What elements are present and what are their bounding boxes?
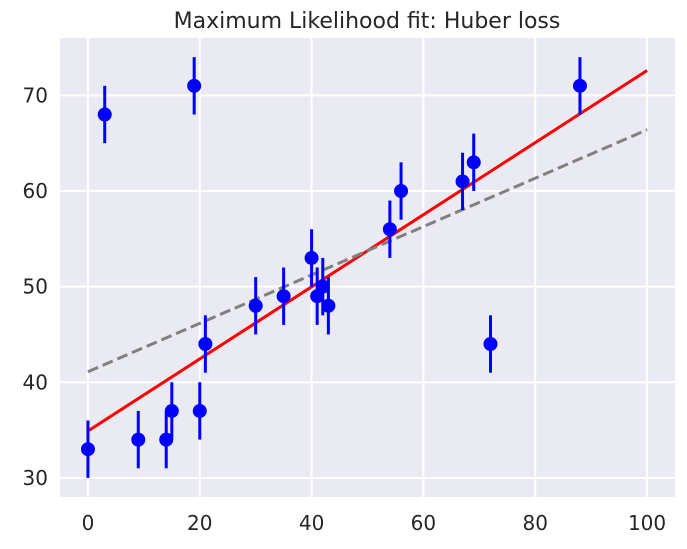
data-point	[382, 222, 397, 237]
data-point	[276, 289, 291, 304]
chart-title: Maximum Likelihood fit: Huber loss	[174, 9, 561, 34]
y-tick-label: 70	[23, 83, 48, 107]
y-tick-label: 50	[23, 275, 48, 299]
x-tick-label: 20	[187, 511, 212, 535]
plot-area	[60, 38, 675, 497]
data-point	[394, 184, 409, 198]
data-point	[164, 403, 179, 418]
data-point	[80, 442, 95, 457]
least-squares-fit-line	[87, 128, 648, 374]
x-tick-label: 60	[411, 511, 436, 535]
data-point	[187, 78, 202, 93]
grid	[60, 38, 675, 497]
x-tick-label: 100	[628, 511, 666, 535]
y-tick-label: 40	[23, 370, 48, 394]
y-tick-label: 60	[23, 179, 48, 203]
data-point	[304, 250, 319, 265]
data-points	[80, 57, 587, 478]
x-tick-label: 0	[82, 511, 95, 535]
data-point	[198, 337, 213, 351]
fit-lines	[87, 69, 648, 433]
data-point	[97, 107, 112, 122]
data-point	[248, 298, 263, 313]
y-tick-label: 30	[23, 466, 48, 490]
data-point	[455, 174, 470, 189]
axis-ticks: 0 20 40 60 80 100 30 40 50 60 70	[23, 83, 667, 535]
data-point	[192, 403, 207, 418]
data-point	[315, 279, 330, 294]
data-point	[572, 78, 587, 93]
data-point	[321, 298, 336, 313]
data-point	[159, 432, 174, 447]
data-point	[131, 432, 146, 447]
x-tick-label: 80	[523, 511, 548, 535]
data-point	[466, 155, 481, 170]
x-tick-label: 40	[299, 511, 324, 535]
data-point	[483, 337, 498, 351]
